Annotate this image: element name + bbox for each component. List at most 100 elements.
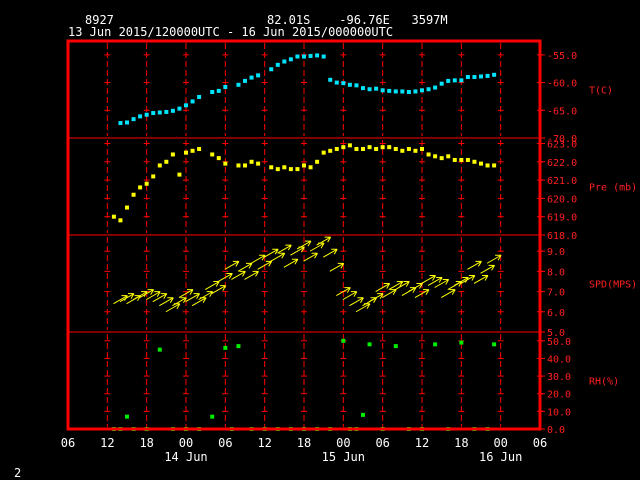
pressure-point xyxy=(420,146,424,151)
temperature-point xyxy=(256,73,261,78)
wind-arrow xyxy=(270,252,286,262)
rh-point xyxy=(361,412,365,417)
pressure-point xyxy=(479,161,483,166)
pressure-point xyxy=(151,174,156,179)
x-tick-label: 00 xyxy=(179,436,193,450)
wind-arrow xyxy=(427,276,443,286)
pressure-point xyxy=(184,150,188,155)
temperature-point xyxy=(315,53,320,58)
wind-arrow xyxy=(231,270,246,280)
pressure-point xyxy=(400,148,405,153)
wind-arrow xyxy=(237,262,253,272)
y-tick-label: 50.0 xyxy=(547,337,571,348)
wind-arrow xyxy=(218,272,233,282)
wind-arrow xyxy=(408,283,423,292)
x-tick-label: 00 xyxy=(493,436,507,450)
y-tick-label: -65.0 xyxy=(547,106,577,117)
temperature-point xyxy=(125,120,129,125)
pressure-point xyxy=(295,167,300,172)
page-number: 2 xyxy=(14,466,22,480)
wind-arrow xyxy=(283,258,299,268)
wind-arrow xyxy=(277,244,292,254)
temperature-point xyxy=(420,88,424,93)
pressure-point xyxy=(256,161,261,166)
pressure-point xyxy=(302,163,306,168)
temperature-point xyxy=(157,110,162,115)
wind-arrow xyxy=(178,289,194,299)
y-tick-label: 621.0 xyxy=(547,176,577,187)
pressure-point xyxy=(459,157,464,162)
temperature-point xyxy=(334,80,339,85)
wind-arrow xyxy=(336,287,351,297)
wind-arrow xyxy=(303,252,318,262)
pressure-point xyxy=(465,157,470,162)
x-tick-label: 06 xyxy=(61,436,75,450)
y-tick-label: 30.0 xyxy=(547,372,571,383)
temperature-point xyxy=(433,85,438,90)
rh-point xyxy=(236,344,241,349)
temperature-point xyxy=(341,81,346,86)
pressure-point xyxy=(164,159,169,164)
x-tick-label: 06 xyxy=(218,436,232,450)
pressure-point xyxy=(197,146,202,151)
station-location: 82.01S -96.76E 3597M xyxy=(267,13,448,27)
x-tick-label: 18 xyxy=(297,436,311,450)
temperature-point xyxy=(243,78,247,83)
temperature-point xyxy=(380,88,385,93)
temperature-point xyxy=(131,117,136,122)
pressure-point xyxy=(367,145,372,150)
wind-arrow xyxy=(296,240,312,250)
temperature-point xyxy=(190,99,195,104)
plot-frame xyxy=(66,39,542,431)
wind-arrow xyxy=(395,281,410,290)
x-tick-label: 12 xyxy=(257,436,271,450)
series-label: Pre (mb) xyxy=(589,183,637,194)
pressure-point xyxy=(118,218,123,223)
series-label: T(C) xyxy=(589,86,613,97)
pressure-point xyxy=(275,167,280,172)
pressure-point xyxy=(446,154,451,159)
y-tick-label: 5.0 xyxy=(547,328,565,339)
pressure-point xyxy=(111,214,116,219)
wind-arrow xyxy=(145,291,161,301)
pressure-point xyxy=(210,152,215,157)
pressure-point xyxy=(177,172,182,177)
pressure-point xyxy=(249,159,254,164)
wind-arrow xyxy=(119,293,135,303)
rh-point xyxy=(125,414,129,419)
y-tick-label: 20.0 xyxy=(547,390,571,401)
pressure-point xyxy=(426,152,431,157)
rh-point xyxy=(210,414,215,419)
pressure-point xyxy=(157,163,162,168)
station-id: 8927 xyxy=(85,13,114,27)
wind-arrow xyxy=(388,281,404,290)
pressure-point xyxy=(321,150,326,155)
wind-arrow xyxy=(467,260,482,270)
pressure-point xyxy=(433,154,438,159)
wind-arrow xyxy=(244,270,259,280)
temperature-point xyxy=(151,111,156,116)
temperature-point xyxy=(479,74,483,79)
pressure-point xyxy=(288,167,293,172)
pressure-point xyxy=(439,156,444,161)
temperature-point xyxy=(210,89,215,94)
pressure-point xyxy=(452,157,457,162)
wind-arrow xyxy=(322,248,338,258)
temperature-point xyxy=(282,59,287,64)
pressure-point xyxy=(492,163,497,168)
wind-arrow xyxy=(185,293,200,303)
temperature-point xyxy=(492,72,497,77)
temperature-point xyxy=(197,94,202,99)
temperature-point xyxy=(144,112,149,117)
wind-arrow xyxy=(421,274,436,284)
pressure-point xyxy=(361,146,365,151)
wind-arrow xyxy=(381,289,397,299)
wind-arrow xyxy=(159,297,174,307)
temperature-point xyxy=(459,78,464,83)
pressure-point xyxy=(125,205,129,210)
pressure-point xyxy=(485,163,490,168)
time-period: 13 Jun 2015/120000UTC - 16 Jun 2015/0000… xyxy=(68,25,394,39)
wind-arrow xyxy=(139,289,155,299)
pressure-point xyxy=(472,159,477,164)
